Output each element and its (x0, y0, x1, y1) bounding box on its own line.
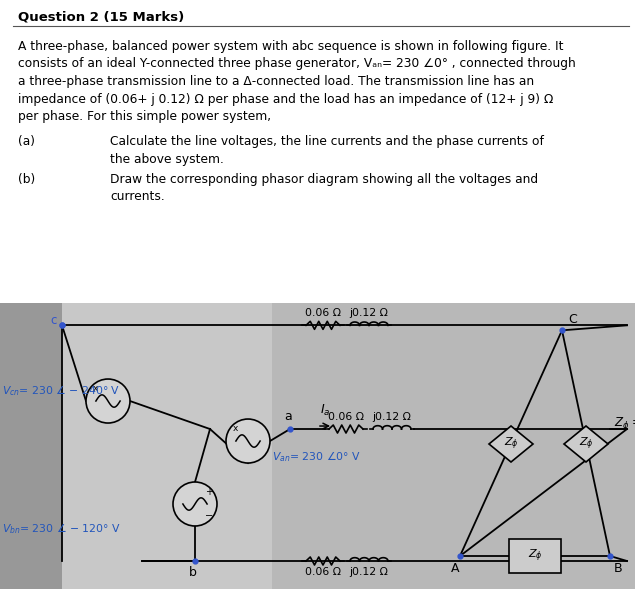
Text: B: B (614, 562, 623, 575)
Text: impedance of (0.06+ j 0.12) Ω per phase and the load has an impedance of (12+ j : impedance of (0.06+ j 0.12) Ω per phase … (18, 92, 553, 105)
Text: a three-phase transmission line to a Δ-connected load. The transmission line has: a three-phase transmission line to a Δ-c… (18, 75, 534, 88)
Polygon shape (564, 426, 608, 462)
Circle shape (173, 482, 217, 526)
Text: −: − (205, 511, 213, 521)
Text: j0.12 Ω: j0.12 Ω (349, 308, 389, 318)
Polygon shape (489, 426, 533, 462)
Text: per phase. For this simple power system,: per phase. For this simple power system, (18, 110, 271, 123)
Text: x: x (233, 425, 239, 434)
Circle shape (86, 379, 130, 423)
Text: x: x (93, 385, 98, 393)
Text: a: a (284, 410, 292, 423)
Text: $Z_\phi$: $Z_\phi$ (528, 548, 542, 564)
Text: A three-phase, balanced power system with abc sequence is shown in following fig: A three-phase, balanced power system wit… (18, 40, 563, 53)
Text: $Z_\phi$: $Z_\phi$ (504, 436, 518, 452)
Text: j0.12 Ω: j0.12 Ω (373, 412, 411, 422)
Text: $V_{an}$= 230 $\angle$0° V: $V_{an}$= 230 $\angle$0° V (272, 449, 361, 465)
Text: (a): (a) (18, 135, 35, 148)
Text: $I_a$: $I_a$ (320, 403, 330, 418)
Text: consists of an ideal Y-connected three phase generator, Vₐₙ= 230 ∠0° , connected: consists of an ideal Y-connected three p… (18, 58, 576, 71)
Text: b: b (189, 566, 197, 579)
Text: $Z_\phi$ = 12 +j9 $\Omega$: $Z_\phi$ = 12 +j9 $\Omega$ (614, 415, 635, 433)
Text: $Z_\phi$: $Z_\phi$ (578, 436, 593, 452)
Text: (b): (b) (18, 173, 36, 186)
Text: Calculate the line voltages, the line currents and the phase currents of: Calculate the line voltages, the line cu… (110, 135, 544, 148)
Bar (0, 303, 62, 589)
Bar (62, 303, 272, 589)
Text: $V_{bn}$= 230 $\angle$ $-$ 120° V: $V_{bn}$= 230 $\angle$ $-$ 120° V (2, 522, 121, 537)
Text: A: A (451, 562, 459, 575)
Text: 0.06 Ω: 0.06 Ω (328, 412, 364, 422)
Text: +: + (205, 487, 213, 497)
Text: C: C (568, 313, 577, 326)
Text: Question 2 (15 Marks): Question 2 (15 Marks) (18, 10, 184, 23)
Text: j0.12 Ω: j0.12 Ω (349, 567, 389, 577)
Text: 0.06 Ω: 0.06 Ω (305, 567, 341, 577)
Text: $V_{cn}$= 230 $\angle$ $-$ 240° V: $V_{cn}$= 230 $\angle$ $-$ 240° V (2, 383, 120, 398)
FancyBboxPatch shape (509, 539, 561, 573)
Text: Draw the corresponding phasor diagram showing all the voltages and: Draw the corresponding phasor diagram sh… (110, 173, 538, 186)
Circle shape (226, 419, 270, 463)
Text: c: c (51, 314, 57, 327)
Text: 0.06 Ω: 0.06 Ω (305, 308, 341, 318)
Text: currents.: currents. (110, 190, 164, 203)
Text: the above system.: the above system. (110, 153, 224, 166)
